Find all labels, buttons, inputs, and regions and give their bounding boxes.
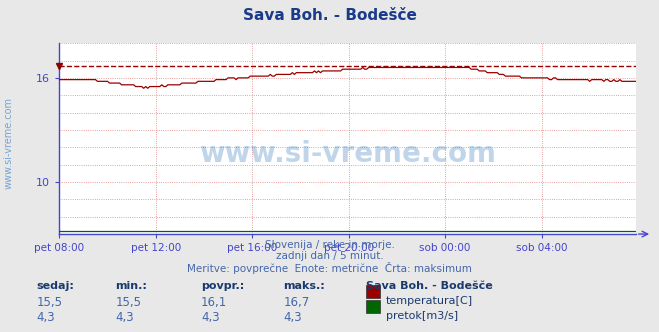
Text: maks.:: maks.: [283, 281, 325, 290]
Text: Slovenija / reke in morje.: Slovenija / reke in morje. [264, 240, 395, 250]
Text: 4,3: 4,3 [201, 311, 219, 324]
Text: temperatura[C]: temperatura[C] [386, 296, 473, 306]
Text: www.si-vreme.com: www.si-vreme.com [3, 97, 14, 189]
Text: 16,7: 16,7 [283, 296, 310, 309]
Text: www.si-vreme.com: www.si-vreme.com [199, 140, 496, 168]
Text: 16,1: 16,1 [201, 296, 227, 309]
Text: 4,3: 4,3 [36, 311, 55, 324]
Text: pretok[m3/s]: pretok[m3/s] [386, 311, 457, 321]
Text: 15,5: 15,5 [36, 296, 62, 309]
Text: povpr.:: povpr.: [201, 281, 244, 290]
Text: 4,3: 4,3 [115, 311, 134, 324]
Text: Sava Boh. - Bodešče: Sava Boh. - Bodešče [243, 8, 416, 23]
Text: Sava Boh. - Bodešče: Sava Boh. - Bodešče [366, 281, 492, 290]
Text: 15,5: 15,5 [115, 296, 141, 309]
Text: Meritve: povprečne  Enote: metrične  Črta: maksimum: Meritve: povprečne Enote: metrične Črta:… [187, 262, 472, 274]
Text: sedaj:: sedaj: [36, 281, 74, 290]
Text: zadnji dan / 5 minut.: zadnji dan / 5 minut. [275, 251, 384, 261]
Text: 4,3: 4,3 [283, 311, 302, 324]
Text: min.:: min.: [115, 281, 147, 290]
